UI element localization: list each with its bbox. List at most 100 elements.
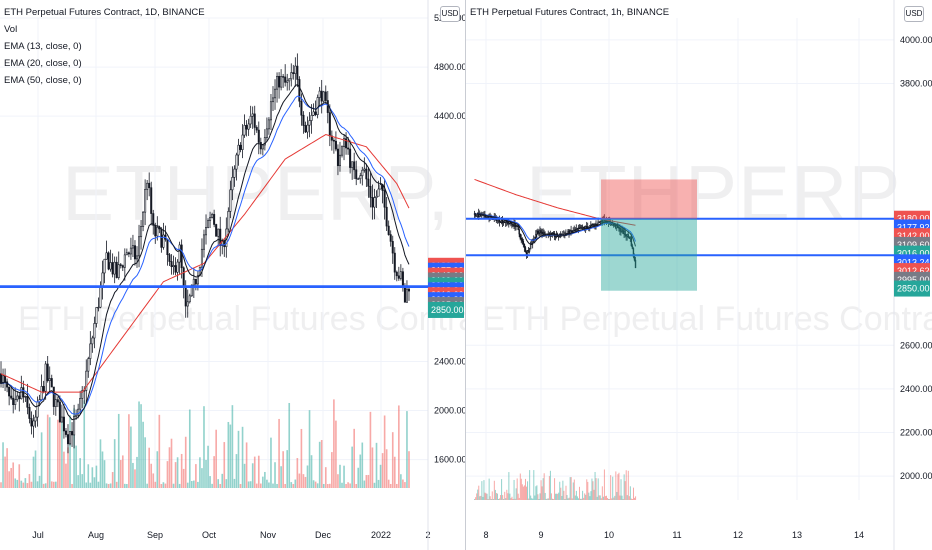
volume-bar (306, 465, 309, 488)
volume-bar (528, 498, 530, 500)
candle-body (577, 227, 580, 230)
candle-body (186, 301, 189, 307)
volume-bar (282, 451, 284, 488)
volume-bar (199, 457, 201, 488)
volume-bar (581, 498, 583, 500)
currency-button[interactable]: USD (904, 6, 924, 22)
candle-body (166, 238, 169, 256)
volume-bar (577, 498, 579, 500)
volume-bar (612, 476, 614, 500)
volume-bar (602, 496, 604, 500)
candle-body (543, 231, 545, 236)
volume-bar (57, 419, 59, 488)
candle-body (257, 129, 260, 143)
candle-body (265, 128, 268, 138)
volume-bar (585, 494, 587, 500)
candle-body (113, 261, 116, 275)
price-tag-label: 3177.92 (897, 222, 930, 232)
currency-button[interactable]: USD (440, 6, 460, 22)
volume-bar (174, 462, 177, 488)
candle-body (138, 236, 141, 257)
volume-bar (188, 409, 191, 488)
volume-bar (359, 454, 362, 488)
candle-body (620, 230, 622, 233)
volume-bar (239, 483, 242, 488)
volume-bar (186, 482, 189, 488)
volume-bar (197, 481, 199, 488)
indicator-vol[interactable]: Vol (4, 24, 18, 35)
volume-bar (12, 462, 15, 488)
volume-bar (28, 474, 31, 488)
candle-body (211, 214, 214, 218)
volume-bar (203, 406, 205, 488)
candle-body (192, 278, 195, 286)
volume-bar (211, 483, 213, 488)
volume-bar (365, 475, 368, 488)
candle-body (111, 262, 114, 275)
volume-bar (101, 451, 104, 488)
volume-bar (170, 438, 173, 488)
volume-bar (609, 499, 611, 500)
candle-body (282, 76, 285, 78)
volume-bar (215, 429, 217, 488)
indicator-ema20[interactable]: EMA (20, close, 0) (4, 58, 82, 69)
x-tick-label: 2022 (371, 530, 391, 540)
volume-bar (489, 496, 491, 500)
candle-body (338, 154, 341, 167)
volume-bar (190, 481, 193, 488)
volume-bar (296, 458, 299, 488)
volume-bar (302, 474, 305, 488)
volume-bar (160, 483, 163, 488)
x-tick-label: 9 (538, 530, 543, 540)
candle-body (403, 285, 406, 303)
volume-bar (385, 449, 388, 488)
panel-divider[interactable] (465, 0, 466, 550)
candle-body (554, 235, 557, 238)
candle-body (516, 225, 518, 227)
candle-body (508, 223, 510, 225)
indicator-ema50[interactable]: EMA (50, close, 0) (4, 75, 82, 86)
volume-bar (22, 482, 25, 488)
volume-bar (65, 463, 67, 488)
volume-bar (601, 486, 603, 500)
volume-bar (339, 464, 341, 488)
candle-body (359, 175, 362, 180)
volume-bar (347, 482, 349, 488)
volume-bar (195, 464, 197, 488)
candle-body (377, 188, 380, 197)
hourly-chart-panel[interactable]: ETHPERP, 1h ETH Perpetual Futures Contra… (466, 0, 932, 550)
volume-bar (310, 455, 313, 488)
volume-bar (103, 460, 106, 488)
volume-bar (124, 483, 126, 488)
candle-body (103, 258, 106, 274)
candle-body (99, 286, 102, 308)
candle-body (519, 233, 521, 239)
volume-bar (75, 445, 77, 488)
candle-body (332, 139, 335, 142)
volume-bar (0, 482, 2, 488)
x-tick-label: Sep (147, 530, 163, 540)
candle-body (162, 234, 165, 248)
candle-body (274, 88, 277, 99)
candle-body (407, 288, 410, 292)
symbol-watermark: ETHPERP, 1D (62, 149, 466, 237)
candle-body (591, 224, 593, 226)
volume-bar (486, 493, 488, 500)
candle-body (541, 232, 543, 234)
candle-body (170, 261, 173, 267)
candle-body (589, 225, 591, 228)
volume-bar (629, 486, 631, 500)
candle-body (475, 215, 478, 217)
candle-body (253, 113, 256, 128)
candle-body (40, 386, 43, 400)
name-watermark: ETH Perpetual Futures Contract (482, 300, 932, 338)
indicator-ema13[interactable]: EMA (13, close, 0) (4, 41, 82, 52)
volume-bar (329, 483, 331, 488)
daily-chart-panel[interactable]: ETHPERP, 1D ETH Perpetual Futures Contra… (0, 0, 466, 550)
candle-body (168, 254, 171, 262)
volume-bar (14, 478, 17, 488)
candle-body (44, 363, 47, 392)
hourly-chart-canvas[interactable]: 2000.00 2200.00 2400.00 2600.00 3800.00 4000.… (466, 0, 932, 550)
volume-bar (478, 485, 480, 500)
volume-bar (634, 497, 636, 500)
